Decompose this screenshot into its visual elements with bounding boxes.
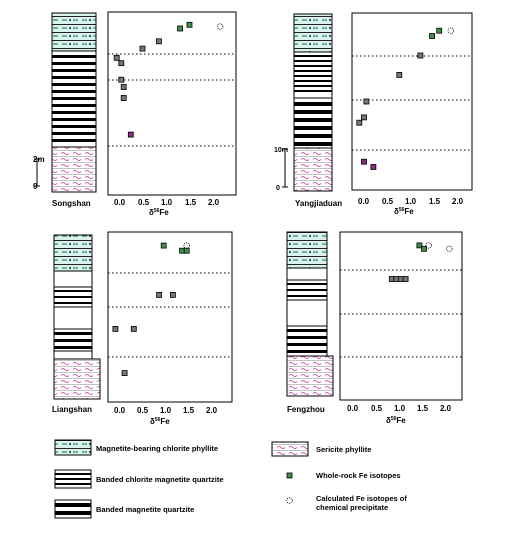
column-label: Yangjiaduan [295, 199, 342, 208]
whole-rock-point [417, 52, 424, 59]
banded-layers [51, 50, 97, 148]
scale-bar-top-label: 10m [274, 147, 288, 154]
x-tick-label: 1.0 [394, 404, 406, 413]
scale-bar-top-label: 2m [33, 155, 45, 164]
whole-rock-point [155, 38, 162, 45]
x-tick-label: 0.0 [114, 406, 126, 415]
whole-rock-point [416, 242, 423, 249]
column-liangshan [53, 234, 101, 400]
whole-rock-point [363, 98, 370, 105]
legend-label-calculated: Calculated Fe isotopes of chemical preci… [316, 494, 409, 512]
x-tick-label: 0.5 [138, 198, 150, 207]
calculated-point [183, 242, 190, 249]
x-tick-label: 2.0 [440, 404, 452, 413]
panel-fengzhou: Fengzhou 0.0 0.5 1.0 1.5 2.0 δ56Fe [286, 231, 463, 425]
whole-rock-point [121, 370, 128, 377]
whole-rock-point [421, 245, 427, 252]
x-tick-label: 0.0 [347, 404, 359, 413]
legend-swatch-banded-magnetite [54, 499, 92, 519]
x-tick-label: 1.5 [429, 197, 441, 206]
column-label: Liangshan [52, 405, 92, 414]
whole-rock-point [139, 45, 146, 52]
x-tick-label: 1.0 [161, 198, 173, 207]
plot-frame [351, 12, 473, 191]
whole-rock-point [120, 84, 127, 90]
plot-frame [107, 231, 233, 403]
x-axis: 0.0 0.5 1.0 1.5 2.0 δ56Fe [347, 404, 452, 425]
legend-swatch-chlorite [54, 439, 92, 456]
calculated-point [446, 245, 453, 252]
x-tick-label: 1.0 [405, 197, 417, 206]
panel-liangshan: Liangshan 0.0 0.5 1.0 1.5 2.0 δ56Fe [52, 231, 233, 426]
x-tick-label: 2.0 [452, 197, 464, 206]
x-tick-label: 1.0 [160, 406, 172, 415]
whole-rock-point [361, 158, 367, 165]
whole-rock-point [156, 291, 163, 298]
x-tick-label: 1.5 [183, 406, 195, 415]
x-axis-label: δ56Fe [149, 208, 169, 217]
x-tick-label: 0.5 [382, 197, 394, 206]
x-tick-label: 2.0 [208, 198, 220, 207]
legend-swatch-sericite [271, 441, 309, 457]
column-label: Songshan [52, 199, 91, 208]
legend-label: Whole-rock Fe isotopes [316, 471, 401, 480]
whole-rock-point [113, 54, 120, 61]
x-axis-label: δ56Fe [394, 207, 414, 216]
panel-yangjiazhuang: 10m 0 Yangjiaduan 0.0 0.5 1.0 1.5 2.0 δ5… [274, 12, 473, 216]
x-axis: 0.0 0.5 1.0 1.5 2.0 δ56Fe [358, 197, 464, 216]
calculated-point [425, 242, 432, 249]
whole-rock-point [396, 72, 403, 78]
x-tick-label: 1.5 [185, 198, 197, 207]
whole-rock-point [361, 114, 367, 121]
x-axis-label: δ56Fe [386, 416, 406, 425]
whole-rock-point [356, 119, 363, 126]
x-axis-label: δ56Fe [150, 417, 170, 426]
x-tick-label: 0.0 [358, 197, 370, 206]
x-axis: 0.0 0.5 1.0 1.5 2.0 δ56Fe [114, 406, 218, 426]
whole-rock-point [186, 21, 193, 28]
x-tick-label: 0.5 [371, 404, 383, 413]
whole-rock-point [130, 325, 137, 332]
whole-rock-point [118, 60, 125, 67]
whole-rock-point [183, 247, 190, 254]
column-yangjiaduan [293, 13, 333, 192]
calculated-point [216, 23, 224, 30]
legend-label: Banded chlorite magnetite quartzite [96, 475, 224, 484]
x-tick-label: 2.0 [206, 406, 218, 415]
scale-bar: 2m 0 [33, 155, 45, 191]
legend: Magnetite-bearing chlorite phyllite Band… [54, 439, 409, 519]
whole-rock-point [120, 95, 127, 101]
whole-rock-point [127, 131, 134, 138]
whole-rock-point [429, 33, 436, 39]
whole-rock-point [112, 325, 119, 332]
legend-label: Sericite phyllite [316, 445, 371, 454]
x-axis: 0.0 0.5 1.0 1.5 2.0 δ56Fe [114, 198, 220, 217]
legend-label: Banded magnetite quartzite [96, 505, 194, 514]
legend-label: Magnetite-bearing chlorite phyllite [96, 444, 218, 453]
scale-bar-zero-label: 0 [33, 182, 38, 191]
x-tick-label: 1.5 [417, 404, 429, 413]
legend-marker-whole-rock [286, 472, 293, 479]
whole-rock-point [402, 276, 409, 282]
whole-rock-point [118, 76, 125, 83]
plot-frame [107, 11, 237, 196]
whole-rock-point [436, 27, 443, 34]
legend-marker-calculated [286, 497, 293, 504]
column-songshan [51, 12, 97, 193]
whole-rock-point [177, 25, 184, 32]
panel-songshan: 2m 0 Songshan 0.0 0.5 1.0 1.5 2.0 δ56Fe [33, 11, 237, 217]
scale-bar-zero-label: 0 [276, 185, 280, 192]
plot-frame [339, 231, 463, 401]
scale-bar: 10m 0 [274, 147, 288, 192]
x-tick-label: 0.0 [114, 198, 126, 207]
whole-rock-point [370, 164, 377, 170]
whole-rock-point [169, 291, 176, 298]
x-tick-label: 0.5 [137, 406, 149, 415]
column-label: Fengzhou [287, 405, 325, 414]
legend-swatch-banded-chlorite [54, 469, 92, 489]
column-fengzhou [286, 231, 334, 397]
whole-rock-point [160, 242, 167, 249]
calculated-point [447, 27, 455, 34]
